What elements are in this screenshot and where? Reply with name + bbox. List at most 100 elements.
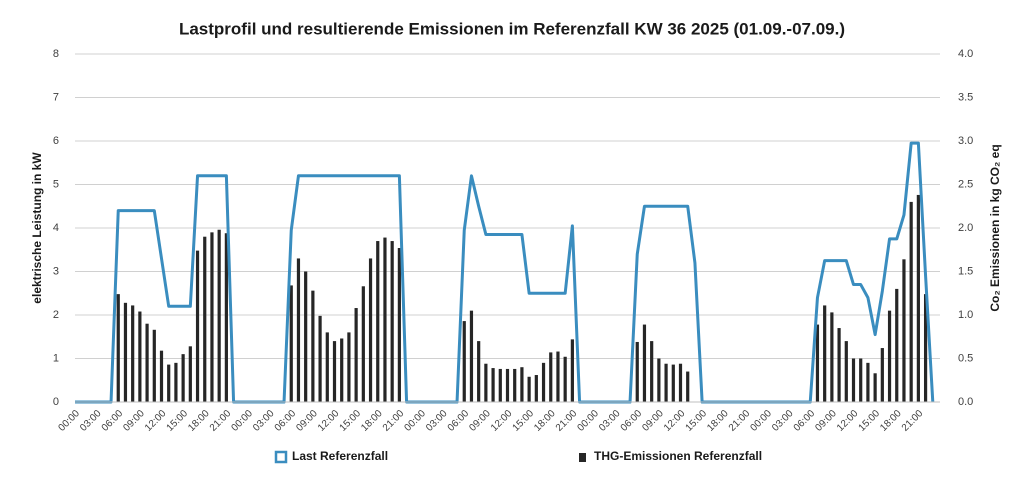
bar: [174, 362, 178, 402]
x-tick-label: 06:00: [619, 408, 645, 434]
x-tick-label: 18:00: [705, 408, 731, 434]
bar: [895, 288, 899, 402]
y-axis-title: elektrische Leistung in kW: [30, 152, 44, 304]
y2-tick-label: 2.5: [958, 178, 973, 190]
bar: [477, 341, 481, 402]
bar: [520, 367, 524, 402]
bar: [332, 341, 337, 402]
bar: [368, 258, 373, 402]
bar: [815, 324, 820, 402]
bar: [556, 351, 560, 402]
y-tick-label: 2: [53, 309, 59, 321]
bar: [123, 302, 128, 402]
legend-marker: [579, 453, 586, 462]
x-tick-label: 06:00: [792, 408, 818, 434]
x-tick-label: 21:00: [381, 408, 407, 434]
y2-tick-label: 1.5: [958, 265, 973, 277]
x-tick-label: 03:00: [770, 408, 796, 434]
x-tick-label: 18:00: [532, 408, 558, 434]
x-tick-label: 06:00: [100, 408, 126, 434]
bar: [318, 315, 322, 402]
bar: [210, 232, 214, 402]
x-tick-label: 21:00: [554, 408, 580, 434]
bar: [152, 329, 156, 402]
bar: [844, 341, 848, 402]
y2-tick-label: 0.0: [958, 396, 973, 408]
x-tick-label: 00:00: [230, 408, 256, 434]
bar: [195, 250, 200, 402]
bar: [664, 363, 668, 402]
bar: [880, 348, 884, 402]
x-tick-label: 00:00: [403, 408, 429, 434]
x-tick-label: 09:00: [640, 408, 666, 434]
x-tick-label: 00:00: [57, 408, 83, 434]
bar: [635, 341, 639, 402]
bar: [678, 363, 683, 402]
bar: [923, 294, 928, 402]
x-tick-label: 12:00: [143, 408, 169, 434]
x-tick-label: 21:00: [727, 408, 753, 434]
legend-label: Last Referenzfall: [292, 449, 388, 463]
bar: [188, 346, 192, 402]
legend-label: THG-Emissionen Referenzfall: [594, 449, 762, 463]
bar: [340, 338, 344, 402]
x-tick-label: 09:00: [294, 408, 320, 434]
bar: [347, 332, 351, 402]
bar: [686, 371, 690, 402]
x-tick-label: 18:00: [186, 408, 212, 434]
x-tick-label: 15:00: [511, 408, 537, 434]
x-tick-label: 12:00: [835, 408, 861, 434]
x-tick-label: 15:00: [165, 408, 191, 434]
bar: [498, 368, 502, 402]
bar: [909, 201, 913, 402]
x-tick-label: 21:00: [208, 408, 234, 434]
bar: [570, 339, 574, 402]
bar: [657, 358, 661, 402]
bar: [167, 364, 171, 402]
x-tick-label: 12:00: [662, 408, 688, 434]
y2-tick-label: 2.0: [958, 222, 973, 234]
y-tick-label: 0: [53, 396, 59, 408]
y2-axis-title: Co₂ Emissionen in kg CO₂ eq: [988, 144, 1002, 311]
bar: [224, 233, 228, 402]
x-tick-label: 06:00: [273, 408, 299, 434]
x-tick-label: 15:00: [857, 408, 883, 434]
bar: [851, 358, 856, 402]
bar: [354, 308, 358, 402]
x-tick-label: 21:00: [900, 408, 926, 434]
bar: [491, 368, 495, 402]
bar: [916, 194, 920, 402]
bar: [296, 258, 301, 402]
x-tick-label: 09:00: [813, 408, 839, 434]
bar: [549, 352, 553, 402]
y-tick-label: 3: [53, 265, 59, 277]
bar: [383, 237, 387, 402]
bar: [563, 356, 567, 402]
bar: [462, 321, 466, 402]
bar: [217, 229, 221, 402]
bar: [304, 271, 308, 402]
x-tick-label: 15:00: [684, 408, 710, 434]
bar: [650, 341, 654, 402]
bar: [361, 286, 365, 402]
bar: [837, 328, 841, 402]
bar: [159, 350, 164, 402]
y2-tick-label: 3.5: [958, 91, 973, 103]
x-tick-label: 03:00: [597, 408, 623, 434]
x-tick-label: 18:00: [359, 408, 385, 434]
bar: [145, 323, 149, 402]
x-tick-label: 09:00: [467, 408, 493, 434]
bar: [823, 305, 827, 402]
bar: [181, 354, 185, 402]
x-tick-label: 00:00: [576, 408, 602, 434]
y-tick-label: 5: [53, 178, 59, 190]
chart-title: Lastprofil und resultierende Emissionen …: [179, 19, 845, 38]
bar: [376, 241, 380, 402]
bar: [397, 248, 401, 402]
bar: [541, 362, 546, 402]
y2-tick-label: 1.0: [958, 309, 973, 321]
bar: [469, 310, 474, 402]
bar: [859, 358, 863, 402]
x-tick-label: 12:00: [489, 408, 515, 434]
